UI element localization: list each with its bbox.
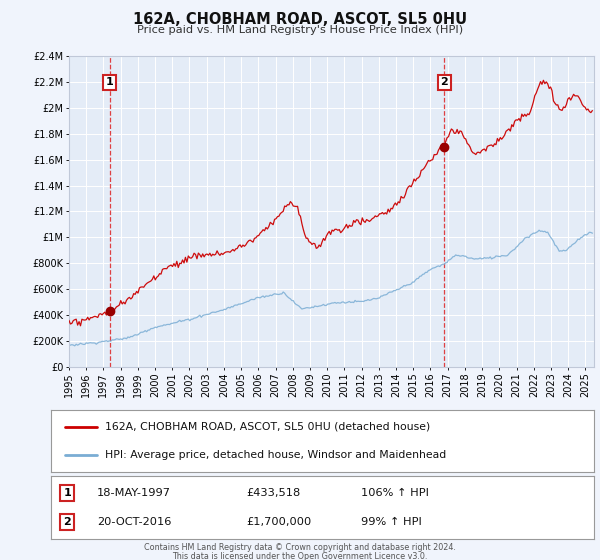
Text: 1: 1 [106, 77, 113, 87]
Text: Price paid vs. HM Land Registry's House Price Index (HPI): Price paid vs. HM Land Registry's House … [137, 25, 463, 35]
Text: £1,700,000: £1,700,000 [247, 517, 312, 527]
Text: This data is licensed under the Open Government Licence v3.0.: This data is licensed under the Open Gov… [172, 552, 428, 560]
Text: 99% ↑ HPI: 99% ↑ HPI [361, 517, 421, 527]
Text: 18-MAY-1997: 18-MAY-1997 [97, 488, 171, 498]
Text: 1: 1 [64, 488, 71, 498]
Text: 162A, CHOBHAM ROAD, ASCOT, SL5 0HU (detached house): 162A, CHOBHAM ROAD, ASCOT, SL5 0HU (deta… [106, 422, 431, 432]
Text: 20-OCT-2016: 20-OCT-2016 [97, 517, 172, 527]
Text: HPI: Average price, detached house, Windsor and Maidenhead: HPI: Average price, detached house, Wind… [106, 450, 446, 460]
Text: 2: 2 [64, 517, 71, 527]
Text: 106% ↑ HPI: 106% ↑ HPI [361, 488, 428, 498]
Text: 2: 2 [440, 77, 448, 87]
Text: Contains HM Land Registry data © Crown copyright and database right 2024.: Contains HM Land Registry data © Crown c… [144, 543, 456, 552]
Text: £433,518: £433,518 [247, 488, 301, 498]
Text: 162A, CHOBHAM ROAD, ASCOT, SL5 0HU: 162A, CHOBHAM ROAD, ASCOT, SL5 0HU [133, 12, 467, 27]
